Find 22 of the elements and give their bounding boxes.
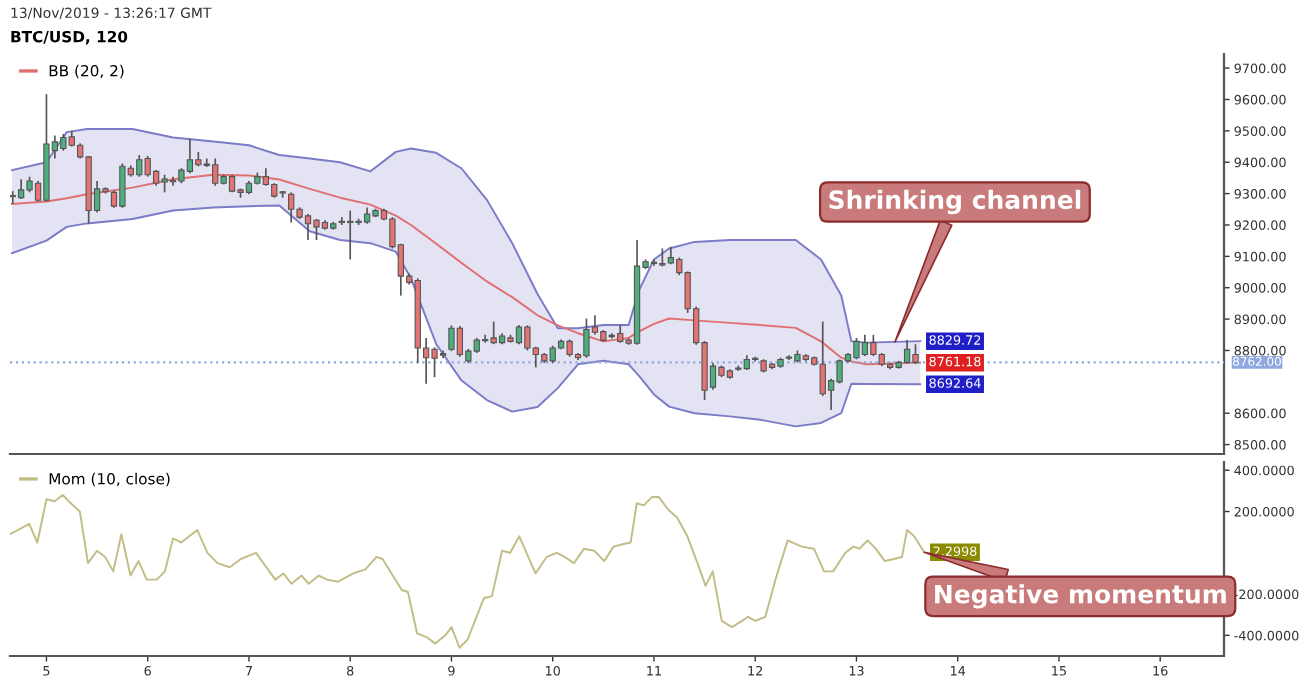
candlestick (136, 154, 143, 178)
candlestick (186, 137, 194, 175)
candlestick (431, 346, 438, 378)
candlestick (288, 191, 295, 224)
candlestick (448, 324, 455, 352)
candlestick (583, 317, 590, 359)
candlestick (17, 178, 25, 200)
candlestick (903, 339, 911, 365)
candlestick (853, 337, 860, 361)
candlestick (870, 333, 877, 357)
candlestick (144, 155, 151, 178)
candlestick (119, 162, 126, 209)
line-series (10, 494, 926, 649)
annotation: Shrinking channel (829, 189, 1081, 215)
candlestick (515, 324, 523, 346)
candlestick (313, 218, 320, 241)
candlestick (524, 324, 531, 352)
candlestick (304, 213, 312, 241)
annotation: Negative momentum (935, 584, 1226, 609)
candlestick (861, 333, 869, 357)
candlestick (490, 320, 497, 346)
candlestick (456, 325, 464, 358)
